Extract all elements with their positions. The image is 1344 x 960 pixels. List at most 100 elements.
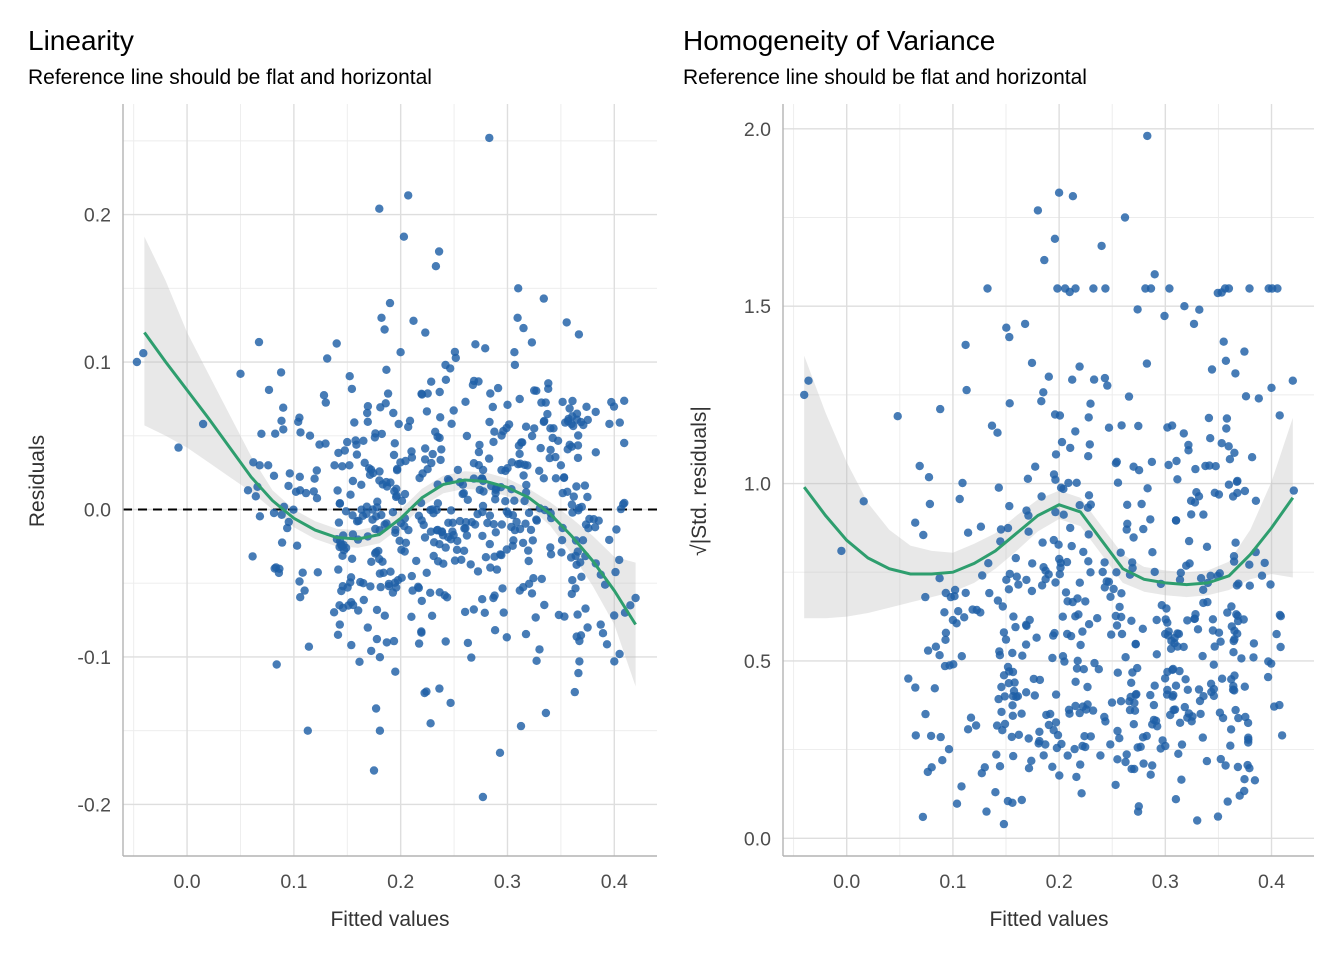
- x-tick-label: 0.1: [939, 871, 966, 893]
- data-point: [310, 474, 319, 483]
- data-point: [447, 419, 456, 428]
- data-point: [457, 555, 466, 564]
- data-point: [1037, 397, 1046, 406]
- data-point: [543, 409, 552, 419]
- data-point: [1122, 750, 1131, 759]
- data-point: [485, 539, 494, 549]
- data-point: [1124, 392, 1134, 401]
- data-point: [1014, 580, 1023, 589]
- data-point: [995, 762, 1005, 771]
- data-point: [303, 726, 312, 735]
- data-point: [478, 507, 487, 517]
- data-point: [1231, 705, 1240, 715]
- data-point: [532, 656, 541, 665]
- data-point: [488, 402, 497, 412]
- data-point: [444, 518, 453, 527]
- data-point: [1121, 653, 1130, 662]
- data-point: [377, 429, 386, 439]
- linearity-points: [132, 133, 640, 802]
- data-point: [1173, 475, 1182, 484]
- data-point: [1134, 421, 1143, 431]
- data-point: [1040, 255, 1049, 265]
- data-point: [1117, 421, 1126, 430]
- data-point: [940, 608, 949, 617]
- data-point: [392, 484, 401, 493]
- data-point: [1266, 580, 1275, 589]
- data-point: [1245, 764, 1254, 773]
- data-point: [1000, 719, 1010, 729]
- data-point: [132, 357, 142, 367]
- data-point: [1056, 483, 1066, 492]
- data-point: [461, 518, 471, 527]
- data-point: [1206, 571, 1215, 580]
- data-point: [434, 247, 444, 256]
- data-point: [1024, 764, 1034, 773]
- data-point: [1138, 733, 1148, 742]
- data-point: [495, 748, 505, 757]
- data-point: [346, 490, 355, 499]
- data-point: [376, 582, 385, 592]
- y-tick-label: 1.0: [744, 474, 771, 496]
- data-point: [1005, 569, 1014, 579]
- data-point: [1044, 720, 1054, 730]
- data-point: [560, 612, 569, 621]
- data-point: [449, 406, 458, 415]
- y-tick-label: 0.2: [84, 205, 111, 227]
- data-point: [1223, 797, 1232, 806]
- data-point: [502, 633, 511, 642]
- data-point: [490, 591, 499, 600]
- data-point: [1060, 657, 1069, 666]
- data-point: [391, 525, 400, 535]
- data-point: [1111, 459, 1121, 468]
- data-point: [926, 731, 936, 741]
- data-point: [1005, 501, 1014, 511]
- data-point: [1148, 548, 1157, 557]
- data-point: [483, 518, 492, 528]
- data-point: [1115, 734, 1124, 743]
- data-point: [249, 458, 258, 467]
- data-point: [450, 556, 460, 565]
- data-point: [575, 636, 584, 646]
- data-point: [1146, 515, 1155, 524]
- data-point: [1056, 558, 1066, 567]
- data-point: [1222, 424, 1231, 433]
- data-point: [1127, 678, 1136, 687]
- data-point: [1184, 709, 1194, 718]
- data-point: [431, 262, 441, 271]
- data-point: [1001, 635, 1011, 644]
- data-point: [478, 531, 487, 541]
- linearity-smooth-line: [143, 331, 637, 626]
- data-point: [1112, 621, 1122, 630]
- data-point: [1062, 557, 1072, 567]
- data-point: [305, 431, 315, 440]
- data-point: [1031, 462, 1040, 471]
- data-point: [1075, 501, 1084, 510]
- data-point: [1199, 510, 1208, 519]
- data-point: [405, 416, 415, 425]
- data-point: [291, 487, 301, 496]
- data-point: [489, 437, 498, 447]
- data-point: [451, 353, 460, 363]
- data-point: [490, 427, 499, 436]
- data-point: [1229, 636, 1238, 646]
- data-point: [1191, 464, 1200, 474]
- data-point: [1216, 754, 1226, 764]
- data-point: [415, 473, 424, 483]
- data-point: [351, 436, 360, 445]
- data-point: [463, 495, 472, 504]
- data-point: [435, 387, 444, 397]
- data-point: [1051, 450, 1061, 459]
- data-point: [368, 515, 377, 524]
- data-point: [1075, 578, 1085, 587]
- data-point: [458, 489, 467, 499]
- data-point: [1251, 496, 1261, 505]
- data-point: [1066, 523, 1075, 533]
- data-point: [481, 344, 490, 353]
- data-point: [1169, 705, 1178, 715]
- data-point: [1240, 775, 1249, 784]
- data-point: [944, 745, 954, 754]
- data-point: [484, 454, 494, 463]
- data-point: [1051, 718, 1061, 727]
- smooth-line: [803, 486, 1295, 587]
- data-point: [391, 492, 401, 502]
